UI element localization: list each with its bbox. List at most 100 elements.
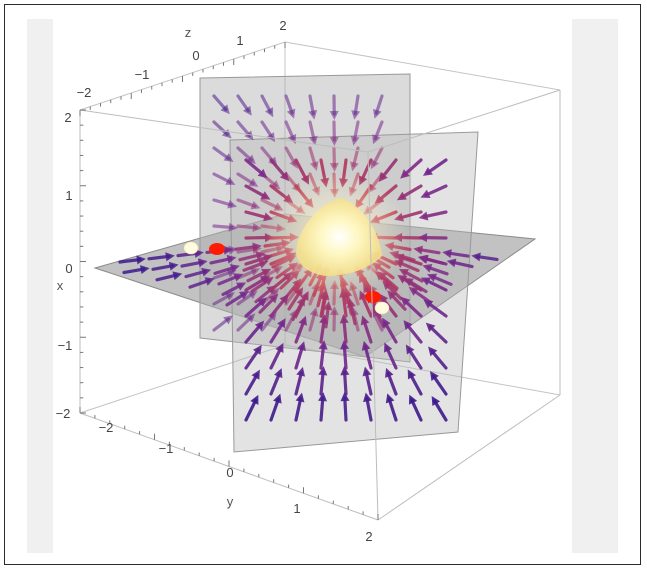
- field-arrow-shaft: [424, 184, 448, 197]
- field-arrow-shaft: [342, 344, 348, 370]
- field-arrow-head: [228, 222, 238, 232]
- field-arrow-shaft: [343, 370, 348, 396]
- field-arrow-head: [201, 267, 212, 277]
- field-arrow-shaft: [244, 255, 269, 266]
- field-arrow-shaft: [360, 158, 373, 182]
- field-arrow-head: [373, 108, 382, 119]
- charge-red-right: [365, 291, 381, 303]
- field-arrow-shaft: [176, 251, 200, 258]
- point-charges: [183, 241, 390, 315]
- field-arrow-head: [309, 306, 319, 317]
- field-arrow-head: [362, 366, 372, 377]
- field-arrow-shaft: [446, 251, 470, 258]
- field-arrow-shaft: [246, 270, 268, 283]
- field-arrow-head: [349, 161, 359, 172]
- field-arrow-head: [223, 153, 234, 163]
- field-arrow-shaft: [118, 258, 142, 264]
- field-arrow-head: [400, 169, 410, 179]
- z-axis-label: z: [185, 25, 192, 40]
- field-arrow-shaft: [422, 210, 448, 219]
- field-arrow-head: [339, 314, 349, 324]
- y-tick-label: 2: [365, 529, 372, 544]
- field-arrow-shaft: [428, 325, 448, 344]
- field-arrow-head: [229, 264, 240, 273]
- field-arrow-head: [223, 315, 234, 325]
- field-arrow-head: [227, 199, 238, 209]
- field-arrow-head: [418, 233, 428, 243]
- field-arrow-head: [136, 255, 146, 265]
- field-arrow-head: [398, 268, 410, 278]
- field-arrow-shaft: [244, 184, 267, 199]
- field-arrow-shaft: [308, 146, 317, 167]
- z-tick-label: −1: [135, 67, 150, 82]
- field-arrow-shaft: [250, 278, 271, 293]
- field-arrow-head: [266, 132, 276, 143]
- field-arrow-shaft: [398, 255, 423, 266]
- field-arrow-shaft: [423, 256, 448, 266]
- field-arrow-shaft: [430, 349, 448, 370]
- y-tick-label: −1: [159, 441, 174, 456]
- field-arrow-shaft: [180, 260, 204, 268]
- field-arrow-shaft: [402, 270, 424, 283]
- field-arrow-head: [250, 394, 259, 405]
- field-arrow-head: [247, 290, 258, 300]
- field-arrow-head: [329, 136, 339, 146]
- field-arrow-shaft: [417, 247, 441, 255]
- field-arrow-shaft: [408, 373, 423, 396]
- field-arrow-shaft: [212, 146, 231, 161]
- field-arrow-head: [363, 392, 372, 403]
- field-arrow-shaft: [269, 397, 280, 422]
- x-tick-label: −2: [56, 406, 71, 421]
- field-arrow-head: [255, 251, 266, 260]
- field-arrow-head: [428, 346, 438, 357]
- y-axis-label: y: [227, 494, 234, 509]
- field-arrow-shaft: [242, 261, 265, 272]
- field-arrow-head: [257, 168, 268, 179]
- field-arrow-head: [296, 366, 306, 377]
- field-arrow-head: [384, 342, 393, 353]
- left-margin-panel: [27, 19, 53, 553]
- field-arrow-shaft: [341, 292, 348, 318]
- field-arrow-shaft: [426, 158, 448, 175]
- field-arrow-head: [252, 223, 262, 232]
- field-arrow-shaft: [287, 290, 302, 311]
- field-arrow-shaft: [260, 314, 275, 332]
- field-arrow-head: [238, 291, 249, 300]
- x-tick-label: 2: [64, 110, 71, 125]
- field-arrow-shaft: [236, 120, 252, 138]
- field-arrow-head: [423, 299, 434, 309]
- field-arrow-head: [257, 297, 267, 307]
- field-arrow-shaft: [433, 399, 448, 422]
- field-arrow-shaft: [269, 346, 283, 370]
- field-arrow-shaft: [405, 323, 423, 344]
- z-tick-label: 2: [279, 18, 286, 33]
- field-arrow-head: [351, 110, 361, 120]
- field-arrow-head: [446, 258, 457, 268]
- field-arrow-shaft: [431, 374, 448, 396]
- field-arrow-shaft: [244, 158, 265, 176]
- field-arrow-shaft: [244, 299, 265, 318]
- field-arrow-head: [346, 298, 356, 308]
- field-arrow-head: [418, 211, 429, 221]
- right-margin-panel: [572, 19, 618, 553]
- field-arrow-head: [233, 273, 244, 282]
- charge-white-left: [183, 241, 199, 255]
- x-axis-tick-labels: 2 1 0 −1 −2 x: [56, 110, 73, 421]
- field-arrow-head: [431, 395, 441, 407]
- field-arrow-head: [172, 271, 183, 281]
- field-arrow-shaft: [349, 302, 357, 326]
- field-arrow-head: [220, 104, 230, 115]
- field-arrow-shaft: [319, 318, 326, 344]
- field-arrow-head: [309, 161, 319, 172]
- field-arrow-head: [471, 252, 481, 262]
- y-tick-label: −2: [99, 420, 114, 435]
- field-arrow-head: [396, 191, 407, 201]
- field-arrow-shaft: [212, 224, 234, 230]
- field-arrow-shaft: [244, 323, 262, 344]
- field-arrow-head: [279, 171, 290, 182]
- x-tick-label: −1: [58, 338, 73, 353]
- field-arrow-shaft: [221, 283, 243, 296]
- field-arrow-head: [252, 242, 262, 252]
- field-arrow-head: [370, 159, 380, 170]
